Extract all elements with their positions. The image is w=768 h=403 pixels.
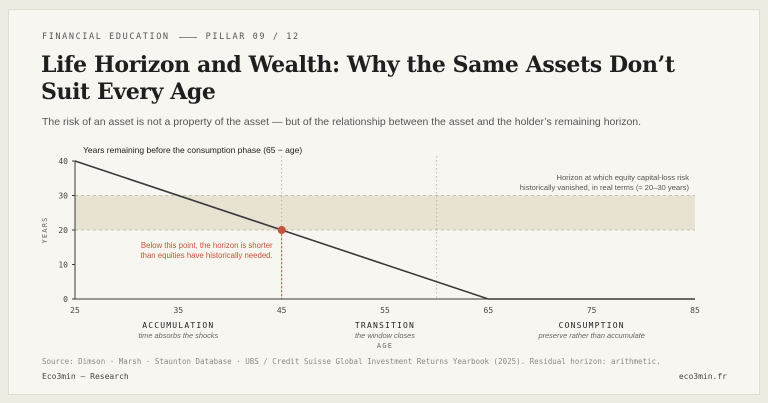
y-tick-label: 0 — [63, 295, 68, 304]
phase-consumption-name: CONSUMPTION — [559, 321, 625, 330]
y-tick-label: 30 — [58, 192, 68, 201]
band-label-line-1: Horizon at which equity capital-loss ris… — [556, 173, 689, 182]
marker-label-line-2: than equities have historically needed. — [140, 251, 272, 260]
x-tick-label: 55 — [380, 306, 390, 315]
kicker-pillar: PILLAR 09 / 12 — [205, 32, 300, 42]
marker-label-line-1: Below this point, the horizon is shorter — [141, 241, 273, 250]
safe-horizon-band — [75, 195, 695, 230]
y-tick-label: 40 — [58, 157, 68, 166]
chart-title: Years remaining before the consumption p… — [83, 145, 302, 155]
x-axis-label: AGE — [377, 342, 393, 350]
x-tick-label: 65 — [484, 306, 494, 315]
phase-transition-name: TRANSITION — [355, 321, 415, 330]
x-tick-label: 45 — [277, 306, 287, 315]
x-tick-label: 25 — [70, 306, 80, 315]
phase-accumulation-desc: time absorbs the shocks — [138, 331, 218, 340]
horizon-line — [74, 160, 695, 300]
page-title: Life Horizon and Wealth: Why the Same As… — [41, 52, 675, 105]
page-subtitle: The risk of an asset is not a property o… — [42, 116, 642, 128]
y-axis-label: YEARS — [41, 216, 49, 243]
band-label-line-2: historically vanished, in real terms (≈ … — [520, 183, 690, 192]
y-tick-label: 10 — [58, 261, 68, 270]
marker-point — [277, 226, 286, 234]
phase-transition-desc: the window closes — [355, 331, 415, 340]
phase-consumption-desc: preserve rather than accumulate — [537, 331, 644, 340]
x-ticks: 25 35 45 55 65 75 85 — [70, 306, 700, 315]
kicker-divider — [178, 36, 197, 38]
x-tick-label: 85 — [690, 306, 700, 315]
source-note: Source: Dimson · Marsh · Staunton Databa… — [42, 357, 661, 366]
kicker: FINANCIAL EDUCATION PILLAR 09 / 12 — [42, 32, 300, 42]
footer-site: eco3min.fr — [678, 372, 727, 381]
x-tick-label: 75 — [587, 306, 597, 315]
y-tick-label: 20 — [58, 226, 68, 235]
y-ticks: 0 10 20 30 40 — [58, 157, 75, 304]
footer-brand: Eco3min — Research — [42, 372, 129, 381]
x-tick-label: 35 — [174, 306, 184, 315]
phase-accumulation-name: ACCUMULATION — [142, 321, 214, 330]
kicker-category: FINANCIAL EDUCATION — [42, 32, 170, 42]
